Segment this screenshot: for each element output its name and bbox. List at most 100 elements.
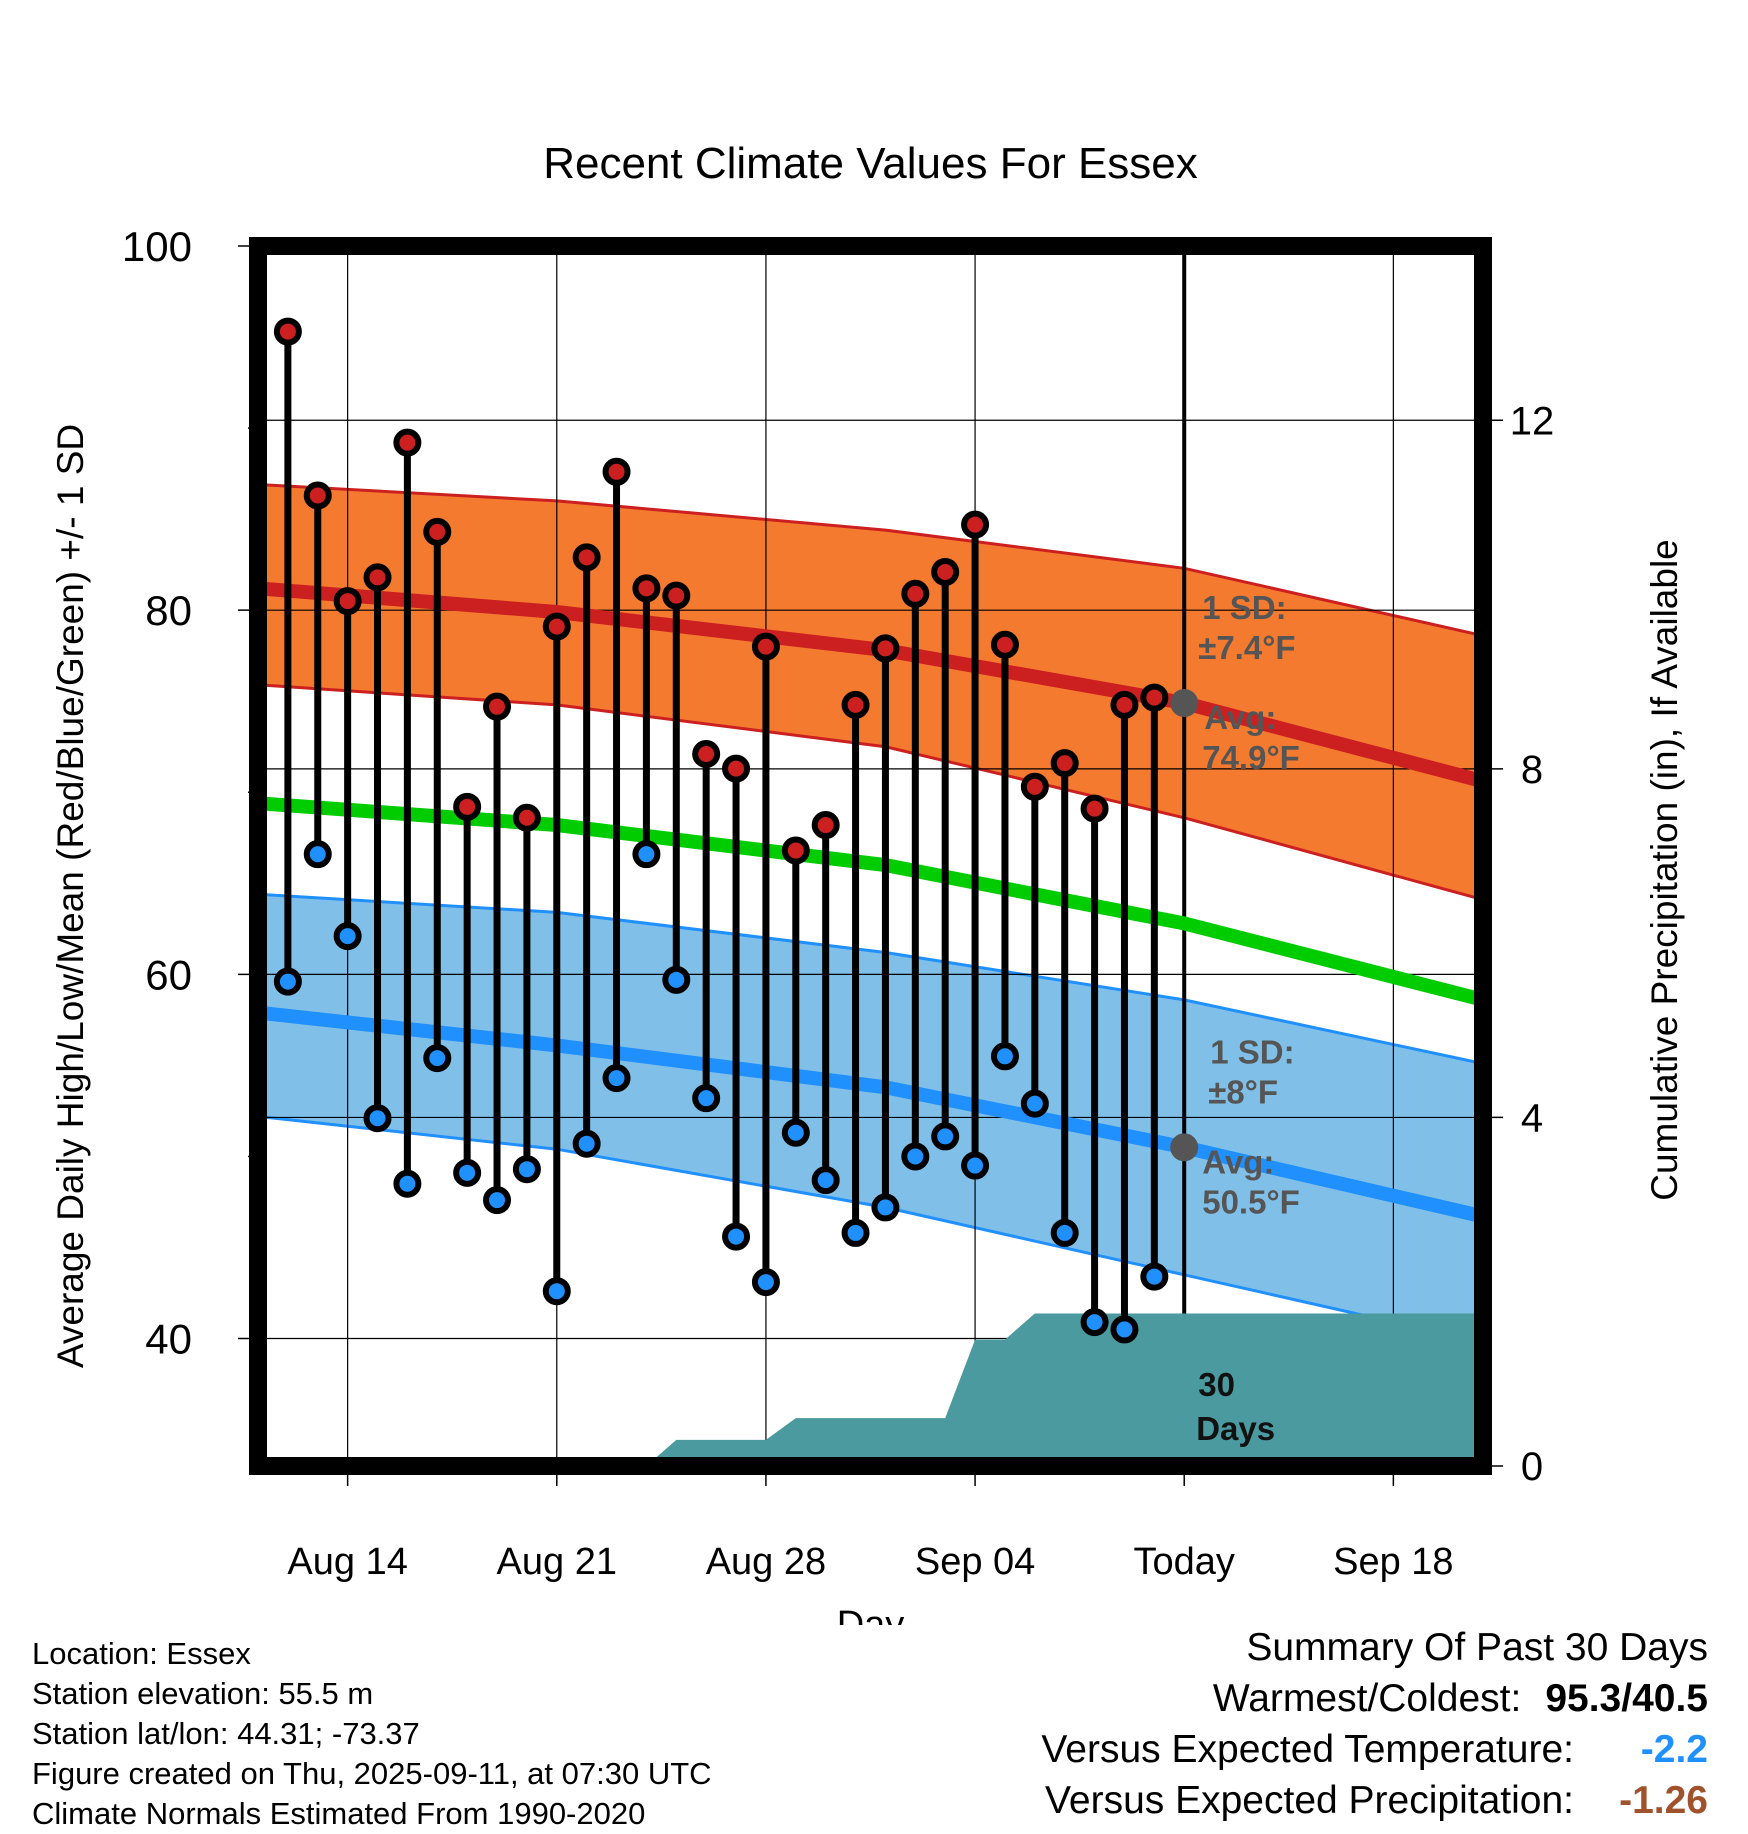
daily-high-point [632,574,661,603]
daily-high-point [1080,794,1109,823]
y2-tick-label: 8 [1521,748,1543,792]
daily-high-point [542,612,571,641]
daily-low-point [662,965,691,994]
y2-tick-label: 4 [1521,1096,1543,1140]
location-text: Location: Essex [32,1636,251,1671]
high-sd-label: 1 SD: [1202,589,1286,626]
daily-high-point [423,517,452,546]
daily-high-point [363,563,392,592]
daily-high-point [901,579,930,608]
low-avg-value: 50.5°F [1202,1183,1300,1220]
low-avg-label: Avg: [1202,1143,1274,1180]
daily-low-point [931,1122,960,1151]
daily-low-point [632,840,661,869]
daily-points [273,317,1169,1344]
daily-low-point [1020,1089,1049,1118]
high-avg-label: Avg: [1204,699,1276,736]
precip-value: -1.26 [1619,1779,1708,1822]
daily-high-point [990,630,1019,659]
daily-low-point [602,1064,631,1093]
y-tick-label: 80 [145,587,192,634]
x-tick-label: Aug 28 [706,1541,826,1583]
daily-high-point [602,457,631,486]
axes: 40 60 80 100 0 4 8 12 Aug 14 Aug 21 Aug 28 Sep 04 To… [50,223,1685,1625]
daily-low-point [901,1142,930,1171]
high-sd-value: ±7.4°F [1198,629,1295,666]
high-sd-band [258,484,1483,900]
daily-low-point [751,1268,780,1297]
daily-low-point [333,922,362,951]
daily-low-point [1110,1315,1139,1344]
daily-high-point [841,690,870,719]
daily-low-point [483,1186,512,1215]
low-sd-value: ±8°F [1208,1073,1278,1110]
daily-high-point [1020,772,1049,801]
latlon-text: Station lat/lon: 44.31; -73.37 [32,1716,420,1751]
daily-high-point [1050,749,1079,778]
y2-tick-label: 0 [1521,1445,1543,1489]
x-axis-title: Day [837,1604,905,1625]
x-tick-label: Today [1134,1541,1235,1583]
low-sd-label: 1 SD: [1210,1033,1294,1070]
y2-tick-label: 12 [1510,399,1555,443]
daily-low-point [423,1044,452,1073]
x-tick-label: Aug 21 [497,1541,617,1583]
daily-high-point [751,632,780,661]
summary-warmest-coldest: Warmest/Coldest: 95.3/40.5 [1041,1677,1708,1728]
warmest-coldest-label: Warmest/Coldest: [1212,1677,1522,1720]
daily-high-point [811,811,840,840]
daily-high-point [393,428,422,457]
daily-low-point [393,1169,422,1198]
daily-high-point [512,803,541,832]
daily-low-point [811,1166,840,1195]
summary-panel: Summary Of Past 30 Days Warmest/Coldest:… [1041,1626,1708,1830]
daily-low-point [273,967,302,996]
daily-low-point [303,840,332,869]
daily-high-point [273,317,302,346]
chart-title: Recent Climate Values For Essex [543,139,1198,188]
created-text: Figure created on Thu, 2025-09-11, at 07… [32,1756,712,1791]
cumulative-precip-area [258,1313,1483,1466]
daily-high-point [871,634,900,663]
plot-border [249,237,1492,1475]
y-axis-title: Average Daily High/Low/Mean (Red/Blue/Gr… [50,424,91,1368]
warmest-coldest-value: 95.3/40.5 [1545,1677,1708,1720]
summary-precipitation: Versus Expected Precipitation: -1.26 [1041,1779,1708,1830]
daily-high-point [1140,683,1169,712]
summary-temperature: Versus Expected Temperature: -2.2 [1041,1728,1708,1779]
daily-low-point [841,1218,870,1247]
daily-range-stems [284,331,1158,1330]
today-low-avg-marker [1170,1133,1199,1162]
grid-lines [258,246,1483,1466]
daily-low-point [961,1151,990,1180]
elevation-text: Station elevation: 55.5 m [32,1676,374,1711]
y-tick-label: 100 [122,223,192,270]
period-label-days: Days [1196,1410,1275,1447]
temp-label: Versus Expected Temperature: [1041,1728,1574,1771]
daily-high-point [483,692,512,721]
daily-low-point [871,1193,900,1222]
low-sd-band [258,894,1483,1343]
temp-value: -2.2 [1640,1728,1708,1771]
daily-high-point [303,481,332,510]
daily-low-point [781,1118,810,1147]
daily-low-point [1140,1262,1169,1291]
daily-low-point [692,1084,721,1113]
daily-low-point [572,1129,601,1158]
x-tick-label: Sep 18 [1333,1541,1453,1583]
period-label-number: 30 [1198,1366,1235,1403]
daily-high-point [781,836,810,865]
x-tick-label: Sep 04 [915,1541,1035,1583]
daily-high-point [333,587,362,616]
daily-low-point [722,1222,751,1251]
daily-low-point [363,1104,392,1133]
daily-low-point [453,1158,482,1187]
station-info: Location: Essex Station elevation: 55.5 … [32,1634,712,1834]
plot-frame [249,237,1492,1475]
daily-low-point [1080,1308,1109,1337]
climate-chart: Recent Climate Values For Essex 1 SD:±7.… [50,139,1685,1625]
daily-high-point [1110,690,1139,719]
summary-title: Summary Of Past 30 Days [1246,1626,1708,1669]
daily-high-point [961,510,990,539]
